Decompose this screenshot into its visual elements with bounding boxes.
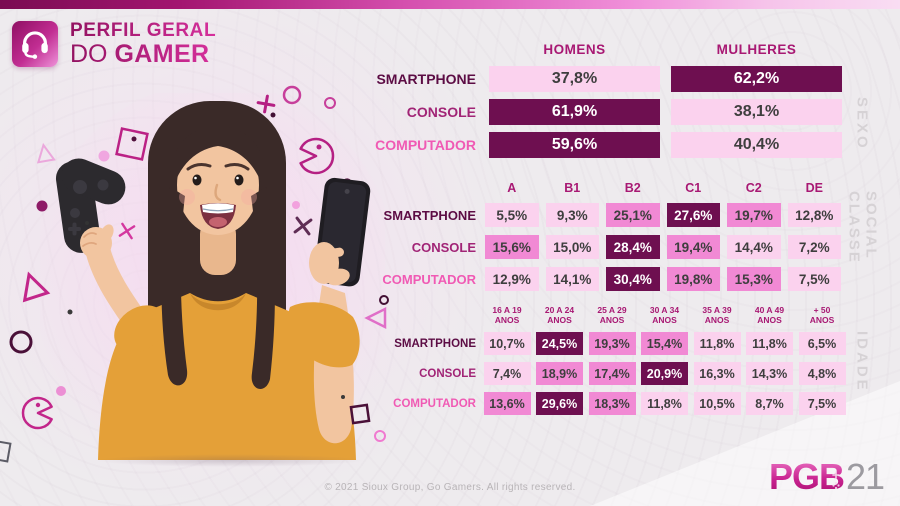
pgb21-logo: PGB 21 [768, 456, 885, 498]
row-label-computador: COMPUTADOR [393, 397, 476, 410]
data-cell: 18,3% [588, 392, 636, 416]
data-cell: 20,9% [641, 362, 688, 386]
top-gradient-bar [0, 0, 900, 9]
row-label-smartphone: SMARTPHONE [394, 337, 476, 350]
data-cell: 8,7% [746, 392, 793, 416]
data-cell: 6,5% [798, 332, 846, 356]
data-cell: 13,6% [483, 392, 531, 416]
data-cell: 30,4% [606, 267, 660, 291]
side-label-idade: IDADE [853, 331, 871, 393]
data-cell: 7,4% [483, 362, 531, 386]
column-header: 40 A 49 ANOS [754, 305, 785, 326]
data-cell: 14,1% [545, 267, 599, 291]
row-label-computador: COMPUTADOR [375, 137, 476, 153]
data-cell: 17,4% [588, 362, 636, 386]
square-outline-icon [0, 439, 12, 463]
data-cell: 14,4% [727, 235, 781, 259]
table-classe-social: A B1 B2 C1 C2 DE SMARTPHONE 5,5% 9,3% 25… [368, 181, 841, 291]
title-line-1: PERFIL GERAL [70, 20, 217, 41]
side-label-sexo: SEXO [853, 97, 871, 151]
data-cell: 11,8% [693, 332, 741, 356]
table-row: CONSOLE 7,4% 18,9% 17,4% 20,9% 16,3% 14,… [368, 362, 846, 386]
column-header: 25 A 29 ANOS [597, 305, 627, 326]
circle-outline-icon [9, 330, 33, 354]
data-cell: 7,5% [798, 392, 846, 416]
data-cell: 9,3% [545, 203, 599, 227]
column-header: 35 A 39 ANOS [702, 305, 732, 326]
header: PERFIL GERAL DO GAMER [12, 21, 216, 68]
data-cell: 61,9% [489, 99, 660, 125]
column-header: + 50 ANOS [809, 305, 835, 326]
column-header: B1 [564, 181, 581, 195]
data-cell: 10,7% [483, 332, 531, 356]
column-header: DE [805, 181, 823, 195]
data-cell: 59,6% [489, 132, 660, 158]
row-label-console: CONSOLE [406, 104, 476, 120]
table-row: COMPUTADOR 13,6% 29,6% 18,3% 11,8% 10,5%… [368, 392, 846, 416]
data-cell: 28,4% [606, 235, 660, 259]
title-line-2: DO GAMER [70, 39, 210, 68]
column-header: 20 A 24 ANOS [544, 305, 575, 326]
table-sexo: HOMENS MULHERES SMARTPHONE 37,8% 62,2% C… [368, 42, 842, 158]
pgb-year-text: 21 [845, 456, 885, 497]
table-row: SMARTPHONE 37,8% 62,2% [368, 66, 842, 92]
table-row: COMPUTADOR 12,9% 14,1% 30,4% 19,8% 15,3%… [368, 267, 841, 291]
data-cell: 14,3% [746, 362, 793, 386]
column-header-mulheres: MULHERES [716, 42, 797, 57]
data-cell: 12,9% [485, 267, 539, 291]
column-header: A [507, 181, 517, 195]
data-cell: 7,2% [787, 235, 841, 259]
data-cell: 62,2% [671, 66, 842, 92]
column-header: C2 [745, 181, 762, 195]
data-cell: 11,8% [641, 392, 688, 416]
row-label-console: CONSOLE [419, 367, 476, 380]
data-cell: 40,4% [671, 132, 842, 158]
table-row: SMARTPHONE 5,5% 9,3% 25,1% 27,6% 19,7% 1… [368, 203, 841, 227]
table-row: SMARTPHONE 10,7% 24,5% 19,3% 15,4% 11,8%… [368, 332, 846, 356]
data-cell: 15,0% [545, 235, 599, 259]
data-cell: 19,4% [666, 235, 720, 259]
data-cell: 12,8% [787, 203, 841, 227]
woman-with-controller-and-phone-photo [40, 93, 385, 460]
side-label-classe-social: CLASSE SOCIAL [845, 191, 880, 264]
row-label-console: CONSOLE [411, 239, 476, 255]
data-cell: 4,8% [798, 362, 846, 386]
copyright-text: © 2021 Sioux Group, Go Gamers. All right… [324, 482, 576, 493]
column-header: 30 A 34 ANOS [649, 305, 680, 326]
data-cell: 18,9% [536, 362, 583, 386]
page-title: PERFIL GERAL DO GAMER [70, 21, 216, 67]
data-cell: 5,5% [485, 203, 539, 227]
table-row: CONSOLE 15,6% 15,0% 28,4% 19,4% 14,4% 7,… [368, 235, 841, 259]
data-cell: 27,6% [666, 203, 720, 227]
data-cell: 25,1% [606, 203, 660, 227]
data-cell: 15,4% [641, 332, 688, 356]
data-cell: 19,8% [666, 267, 720, 291]
data-cell: 11,8% [746, 332, 793, 356]
data-cell: 24,5% [536, 332, 583, 356]
row-label-computador: COMPUTADOR [382, 271, 476, 287]
headset-icon [12, 21, 58, 68]
data-cell: 7,5% [787, 267, 841, 291]
data-cell: 29,6% [536, 392, 583, 416]
data-cell: 10,5% [693, 392, 741, 416]
row-label-smartphone: SMARTPHONE [383, 207, 476, 223]
data-cell: 16,3% [693, 362, 741, 386]
column-header: 16 A 19 ANOS [492, 305, 522, 326]
pgb-brand-text: PGB [768, 456, 845, 497]
table-row: CONSOLE 61,9% 38,1% [368, 99, 842, 125]
table-row: COMPUTADOR 59,6% 40,4% [368, 132, 842, 158]
data-cell: 15,3% [727, 267, 781, 291]
data-cell: 37,8% [489, 66, 660, 92]
data-cell: 19,3% [588, 332, 636, 356]
column-header: B2 [624, 181, 641, 195]
data-cell: 19,7% [727, 203, 781, 227]
data-cell: 15,6% [485, 235, 539, 259]
data-cell: 38,1% [671, 99, 842, 125]
column-header: C1 [685, 181, 702, 195]
column-header-homens: HOMENS [543, 42, 606, 57]
photo-bottom-shadow [95, 454, 365, 467]
row-label-smartphone: SMARTPHONE [376, 71, 476, 87]
table-idade: 16 A 19 ANOS 20 A 24 ANOS 25 A 29 ANOS 30 A… [368, 305, 846, 416]
